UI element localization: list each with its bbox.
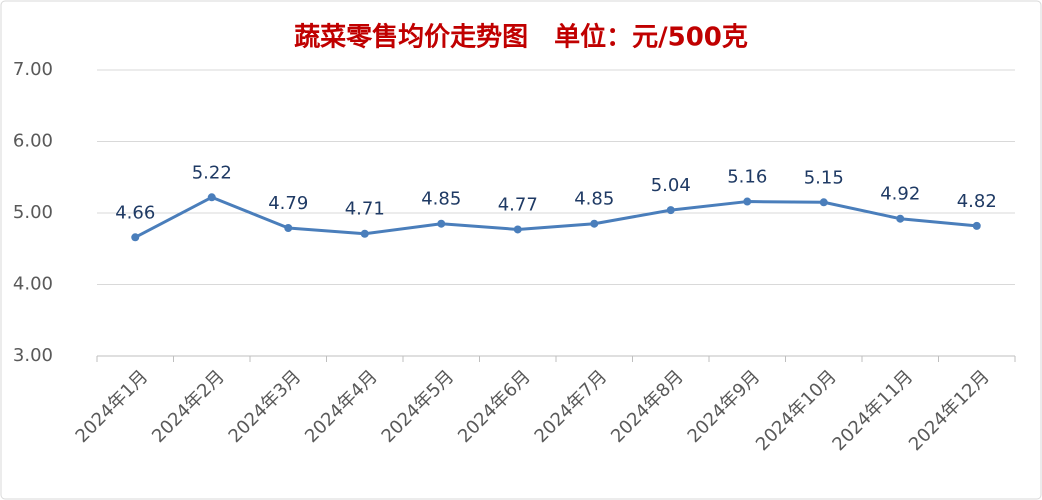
point [513,225,522,234]
point [972,221,981,230]
point [743,197,752,206]
data-label: 4.85 [421,189,461,210]
data-label: 4.77 [498,194,538,215]
point [360,229,369,238]
y-tick-label: 3.00 [13,345,53,366]
data-label: 5.16 [727,167,767,188]
chart-title: 蔬菜零售均价走势图 单位：元/500克 [294,22,748,53]
data-label: 5.22 [192,162,232,183]
data-label: 5.15 [804,167,844,188]
data-label: 4.79 [268,193,308,214]
y-tick-label: 5.00 [13,202,53,223]
point [666,206,675,215]
line [134,195,977,239]
data-label: 4.71 [345,199,385,220]
point [284,224,293,233]
y-tick-label: 7.00 [13,59,53,80]
point [819,198,828,207]
point [437,219,446,228]
y-tick-label: 4.00 [13,274,53,295]
point [590,219,599,228]
point [131,233,140,242]
data-label: 4.66 [115,202,155,223]
data-label: 4.92 [880,184,920,205]
data-label: 4.82 [957,191,997,212]
point [896,214,905,223]
data-label: 5.04 [651,175,691,196]
data-label: 4.85 [574,189,614,210]
y-tick-label: 6.00 [13,131,53,152]
point [207,193,216,202]
